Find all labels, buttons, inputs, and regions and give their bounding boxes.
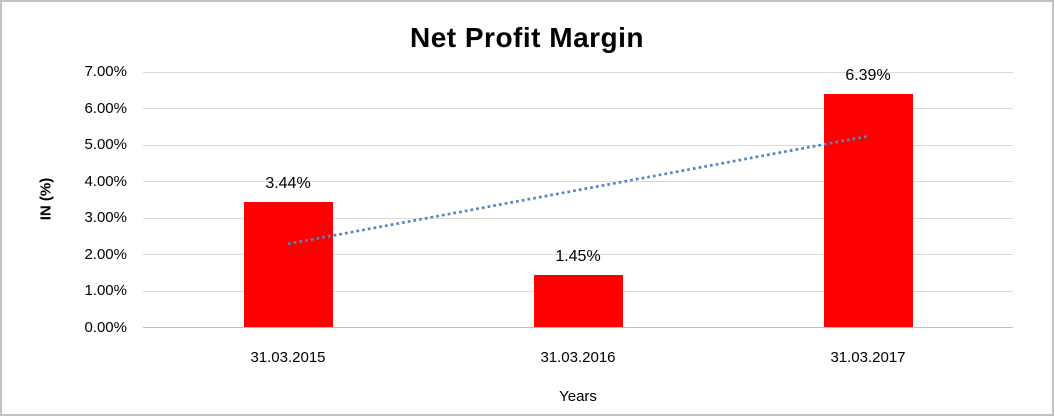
x-tick-label: 31.03.2017 xyxy=(830,349,906,366)
bar xyxy=(533,274,623,328)
x-tick-label: 31.03.2016 xyxy=(540,349,616,366)
gridline xyxy=(143,71,1013,73)
bar-data-label: 3.44% xyxy=(265,174,311,192)
bar-data-label: 6.39% xyxy=(845,67,891,85)
y-tick-label: 2.00% xyxy=(84,245,127,263)
y-tick-label: 4.00% xyxy=(84,172,127,190)
bar-data-label: 1.45% xyxy=(555,247,601,265)
y-tick-label: 7.00% xyxy=(84,63,127,80)
gridline xyxy=(143,108,1013,109)
y-tick-label: 1.00% xyxy=(84,282,127,299)
chart-title: Net Profit Margin xyxy=(409,22,645,53)
y-tick-label: 0.00% xyxy=(84,318,127,336)
x-axis-line xyxy=(143,327,1013,328)
x-tick-label: 31.03.2015 xyxy=(250,349,326,366)
y-tick-label: 5.00% xyxy=(84,136,127,153)
y-tick-label: 3.00% xyxy=(84,209,127,226)
x-axis-title: Years xyxy=(559,388,597,405)
y-tick-label: 6.00% xyxy=(84,99,127,117)
gridline xyxy=(143,254,1013,255)
